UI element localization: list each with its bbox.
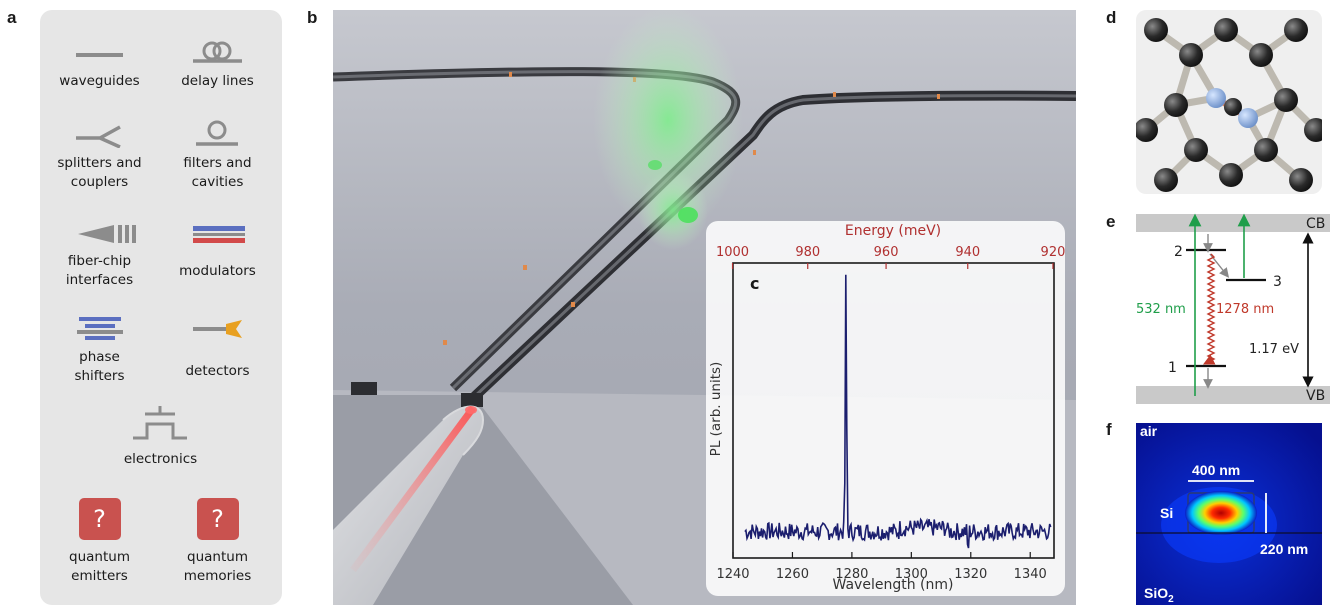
- panel-label-e: e: [1106, 212, 1116, 231]
- valence-band: [1136, 386, 1330, 404]
- conduction-band: [1136, 214, 1330, 232]
- component-label: fiber-chip interfaces: [65, 253, 134, 288]
- level-3-label: 3: [1273, 274, 1282, 290]
- component-waveguides: waveguides: [42, 40, 157, 91]
- energy-axis-label: Energy (meV): [845, 223, 941, 239]
- component-delay-lines: delay lines: [160, 40, 275, 91]
- component-quantum-emitters: ? quantum emitters: [42, 498, 157, 586]
- wavelength-tick-label: 1240: [716, 567, 749, 582]
- component-filters: filters and cavities: [160, 120, 275, 192]
- component-label: splitters and couplers: [57, 155, 142, 190]
- level-1-label: 1: [1168, 360, 1177, 376]
- splitter-icon: [76, 125, 121, 149]
- component-fiber-chip: fiber-chip interfaces: [42, 222, 157, 290]
- phase-shifter-icon: [77, 317, 123, 340]
- pl-axis-label: PL (arb. units): [708, 362, 724, 457]
- component-label: detectors: [185, 363, 250, 379]
- component-phase-shifters: phase shifters: [42, 312, 157, 386]
- defect-lattice: [1136, 10, 1322, 194]
- modulator-icon: [193, 226, 245, 243]
- level-diagram-svg: CB VB 2 3 1 532 nm 1278 nm 1.17 eV: [1136, 213, 1330, 404]
- component-splitters: splitters and couplers: [42, 120, 157, 192]
- delay-line-icon: [193, 41, 242, 63]
- component-label: phase shifters: [74, 349, 125, 384]
- emission-label: 1278 nm: [1216, 302, 1274, 317]
- pl-spectrum-line: [744, 274, 1052, 549]
- emission-wavy-arrow: [1202, 253, 1216, 365]
- ring-filter-icon: [196, 120, 238, 146]
- plot-frame: [732, 262, 1055, 559]
- wavelength-tick-label: 1320: [954, 567, 987, 582]
- electronics-icon: [133, 406, 187, 440]
- component-panel: waveguides delay lines splitters and cou…: [40, 10, 282, 605]
- energy-tick-label: 920: [1041, 245, 1065, 260]
- air-label: air: [1140, 423, 1158, 439]
- panel-label-a: a: [7, 8, 17, 27]
- component-electronics: electronics: [103, 402, 218, 469]
- panel-label-f: f: [1106, 420, 1112, 439]
- level-2-label: 2: [1174, 244, 1183, 260]
- mode-profile-svg: air 400 nm Si 220 nm SiO2: [1136, 423, 1322, 605]
- component-label: waveguides: [59, 73, 140, 89]
- component-detectors: detectors: [160, 312, 275, 381]
- energy-tick-label: 980: [795, 245, 820, 260]
- component-quantum-memories: ? quantum memories: [160, 498, 275, 586]
- height-label: 220 nm: [1260, 541, 1308, 557]
- energy-level-diagram: CB VB 2 3 1 532 nm 1278 nm 1.17 eV: [1118, 210, 1330, 410]
- component-label: quantum memories: [183, 549, 252, 584]
- si-label: Si: [1160, 505, 1173, 521]
- panel-label-d: d: [1106, 8, 1117, 27]
- pump-label: 532 nm: [1136, 302, 1186, 317]
- component-label: modulators: [179, 263, 256, 279]
- question-mark-icon: ?: [196, 498, 239, 540]
- spectrum-panel: Energy (meV) Wavelength (nm) PL (arb. un…: [706, 221, 1065, 596]
- component-label: delay lines: [181, 73, 254, 89]
- pl-spectrum-chart: Energy (meV) Wavelength (nm) PL (arb. un…: [708, 223, 1065, 593]
- energy-tick-label: 1000: [716, 245, 749, 260]
- wavelength-axis-label: Wavelength (nm): [833, 577, 954, 593]
- question-mark-icon: ?: [78, 498, 121, 540]
- component-label: quantum emitters: [69, 549, 130, 584]
- detector-icon: [193, 320, 242, 338]
- component-modulators: modulators: [160, 222, 275, 281]
- wavelength-tick-label: 1300: [895, 567, 928, 582]
- panel-label-c: c: [750, 274, 759, 293]
- wavelength-tick-label: 1340: [1014, 567, 1047, 582]
- component-label: filters and cavities: [183, 155, 252, 190]
- energy-tick-label: 940: [955, 245, 980, 260]
- gap-label: 1.17 eV: [1249, 342, 1299, 357]
- waveguide-icon: [76, 53, 123, 57]
- lattice-render: [1136, 18, 1322, 192]
- component-label: electronics: [123, 451, 198, 467]
- sio2-label: SiO2: [1144, 585, 1174, 605]
- wavelength-tick-label: 1260: [776, 567, 809, 582]
- width-label: 400 nm: [1192, 462, 1240, 478]
- mode-profile: air 400 nm Si 220 nm SiO2: [1136, 423, 1322, 605]
- panel-label-b: b: [307, 8, 318, 27]
- energy-tick-label: 960: [874, 245, 899, 260]
- wavelength-tick-label: 1280: [835, 567, 868, 582]
- cb-label: CB: [1306, 216, 1325, 232]
- vb-label: VB: [1306, 388, 1325, 404]
- grating-coupler-icon: [78, 225, 136, 243]
